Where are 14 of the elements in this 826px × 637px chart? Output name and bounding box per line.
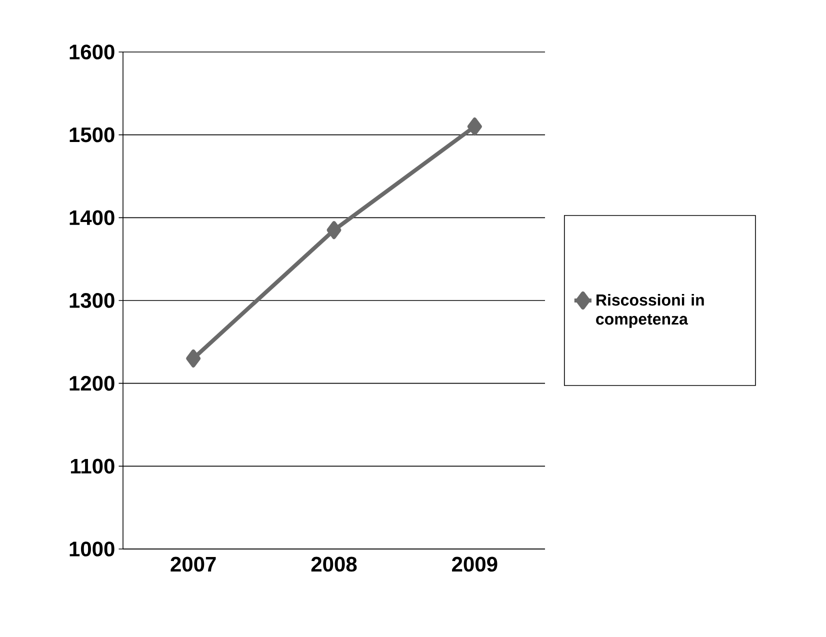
point: [467, 118, 482, 136]
x-tick-label: 2007: [170, 556, 216, 572]
x-tick-label: 2009: [452, 556, 498, 572]
y-tick-label: 1200: [70, 376, 114, 391]
x-tick-label: 2008: [311, 556, 357, 572]
point: [186, 349, 201, 368]
y-tick-label: 1400: [70, 210, 114, 226]
y-tick-label: 1100: [70, 458, 114, 474]
y-tick-label: 1000: [70, 542, 114, 556]
y-tick-label: 1500: [70, 127, 114, 142]
legend-label: Riscossioni in competenza: [596, 294, 704, 328]
y-tick-label: 1300: [70, 293, 114, 308]
point: [326, 221, 342, 240]
y-tick-label: 1600: [70, 44, 114, 60]
